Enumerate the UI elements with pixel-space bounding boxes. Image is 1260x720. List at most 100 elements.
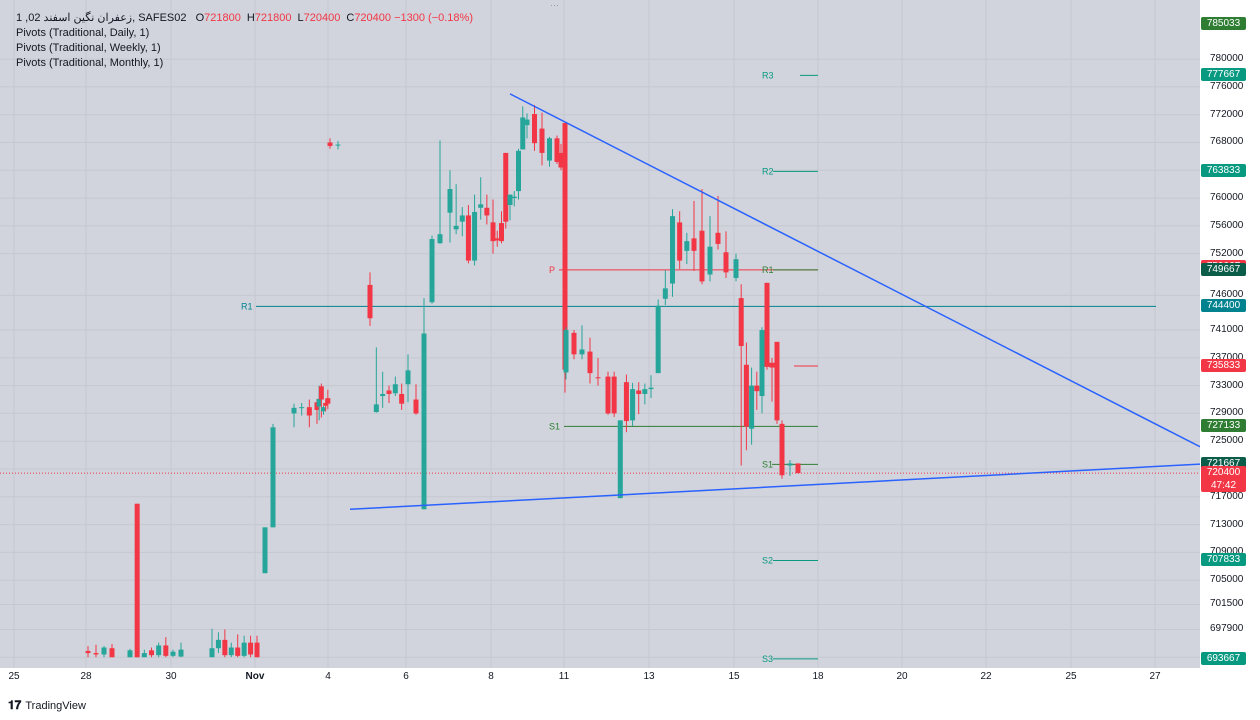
candle-body[interactable] [605,376,611,414]
chart-plot-area[interactable] [0,0,1200,668]
candle-body[interactable] [306,407,312,416]
candle-body[interactable] [484,207,490,216]
candle-body[interactable] [738,298,744,347]
candle-body[interactable] [759,330,765,397]
candle-body[interactable] [520,117,526,150]
candle-body[interactable] [241,642,247,656]
candle-body[interactable] [405,370,411,385]
candle-body[interactable] [413,399,419,414]
candle-body[interactable] [392,384,398,394]
candle-body[interactable] [636,390,642,394]
candle-body[interactable] [421,333,427,510]
candle-body[interactable] [516,150,521,192]
candle-body[interactable] [222,639,228,656]
candle-body[interactable] [299,407,305,409]
candle-body[interactable] [134,503,140,658]
candle-body[interactable] [291,407,297,414]
candle-body[interactable] [749,385,755,429]
candle-body[interactable] [478,204,484,208]
candle-body[interactable] [677,222,683,261]
candle-body[interactable] [595,377,601,379]
candle-body[interactable] [490,222,496,242]
candle-body[interactable] [141,653,147,658]
candle-body[interactable] [380,393,386,397]
candle-body[interactable] [335,144,341,146]
candle-body[interactable] [611,376,617,414]
candle-body[interactable] [779,423,785,476]
candle-body[interactable] [429,239,435,303]
candle-body[interactable] [85,650,91,654]
candle-body[interactable] [723,252,729,273]
candle-body[interactable] [323,402,329,406]
candle-body[interactable] [715,232,721,244]
candle-body[interactable] [691,238,697,251]
candle-body[interactable] [774,341,780,421]
candle-body[interactable] [262,527,268,574]
candle-body[interactable] [743,364,749,427]
candle-body[interactable] [670,216,675,284]
candle-body[interactable] [228,647,234,656]
candle-body[interactable] [623,382,629,422]
candle-body[interactable] [367,284,373,319]
candle-body[interactable] [453,225,459,230]
candle-body[interactable] [472,211,478,261]
drag-handle-icon[interactable]: ⋯ [550,0,559,10]
candle-body[interactable] [579,349,585,355]
candle-body[interactable] [524,119,530,126]
price-axis[interactable]: 7800007760007720007680007640007600007560… [1200,0,1260,668]
candle-body[interactable] [327,142,333,146]
candle-body[interactable] [787,463,793,466]
candle-body[interactable] [156,645,162,656]
candle-body[interactable] [764,282,770,367]
trendline[interactable] [509,93,1200,448]
candle-body[interactable] [248,642,254,655]
candle-body[interactable] [437,234,443,244]
candle-body[interactable] [215,639,221,649]
candle-body[interactable] [499,223,504,242]
candle-body[interactable] [235,647,241,656]
candle-body[interactable] [769,362,775,368]
candle-body[interactable] [554,138,560,162]
candle-body[interactable] [178,649,184,657]
candle-body[interactable] [109,648,115,658]
candle-body[interactable] [170,651,176,656]
candle-body[interactable] [617,420,623,499]
candle-body[interactable] [163,645,169,656]
candle-body[interactable] [539,128,545,153]
candle-body[interactable] [587,351,593,374]
candle-body[interactable] [316,398,322,407]
time-axis[interactable]: 25 28 30 Nov 4 6 8 11 13 15 18 20 22 25 27 [0,668,1200,686]
candle-body[interactable] [127,650,133,658]
candle-body[interactable] [386,390,392,394]
candle-body[interactable] [101,647,107,655]
candle-body[interactable] [254,642,260,658]
candle-body[interactable] [321,407,326,412]
candle-body[interactable] [562,123,568,370]
candle-body[interactable] [532,114,537,144]
candle-body[interactable] [547,138,552,161]
candle-body[interactable] [563,330,569,373]
candle-body[interactable] [795,463,801,474]
candle-body[interactable] [733,259,739,278]
candle-body[interactable] [149,650,154,656]
indicator-monthly-pivots[interactable]: Pivots (Traditional, Monthly, 1) [16,57,164,69]
trendline[interactable] [349,463,1200,511]
candle-body[interactable] [511,196,517,199]
candle-body[interactable] [209,648,215,658]
candle-body[interactable] [459,215,465,222]
candle-body[interactable] [93,653,99,655]
candle-body[interactable] [507,194,513,206]
candle-body[interactable] [707,246,713,275]
indicator-daily-pivots[interactable]: Pivots (Traditional, Daily, 1) [16,27,150,39]
candle-body[interactable] [642,389,648,394]
candle-body[interactable] [630,389,636,421]
candle-body[interactable] [494,238,500,241]
indicator-weekly-pivots[interactable]: Pivots (Traditional, Weekly, 1) [16,42,161,54]
candle-body[interactable] [684,241,690,251]
candle-body[interactable] [699,230,705,282]
candle-body[interactable] [465,215,471,261]
candle-body[interactable] [503,152,509,222]
candle-body[interactable] [655,305,661,374]
candle-body[interactable] [754,385,760,392]
candle-body[interactable] [399,393,405,404]
